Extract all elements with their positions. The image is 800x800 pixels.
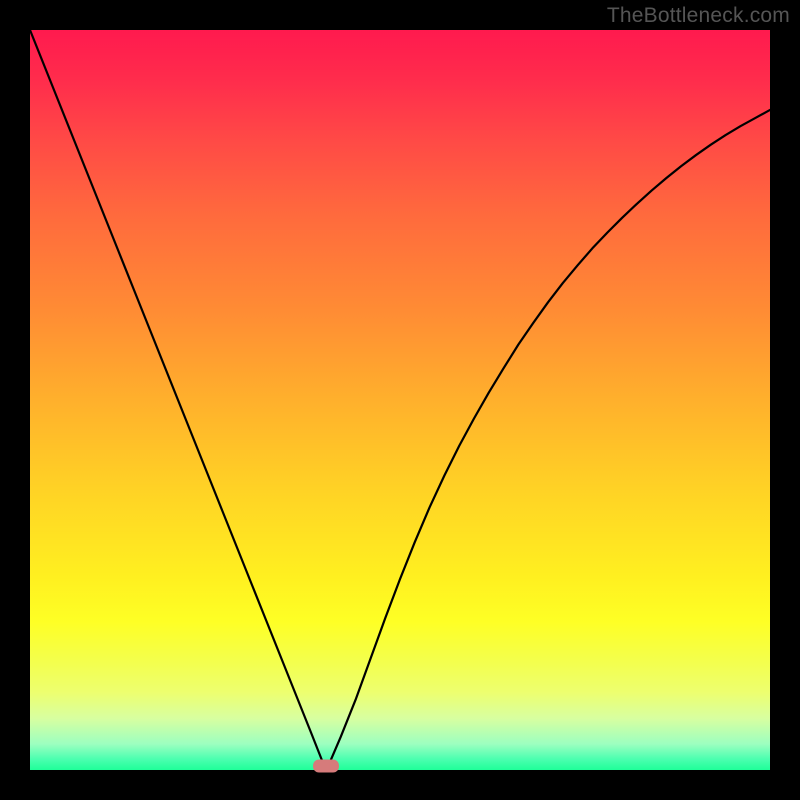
watermark-text: TheBottleneck.com [607,4,790,28]
optimal-point-marker [313,759,339,772]
plot-area [30,30,770,770]
chart-frame: TheBottleneck.com [0,0,800,800]
bottleneck-curve [30,30,770,770]
